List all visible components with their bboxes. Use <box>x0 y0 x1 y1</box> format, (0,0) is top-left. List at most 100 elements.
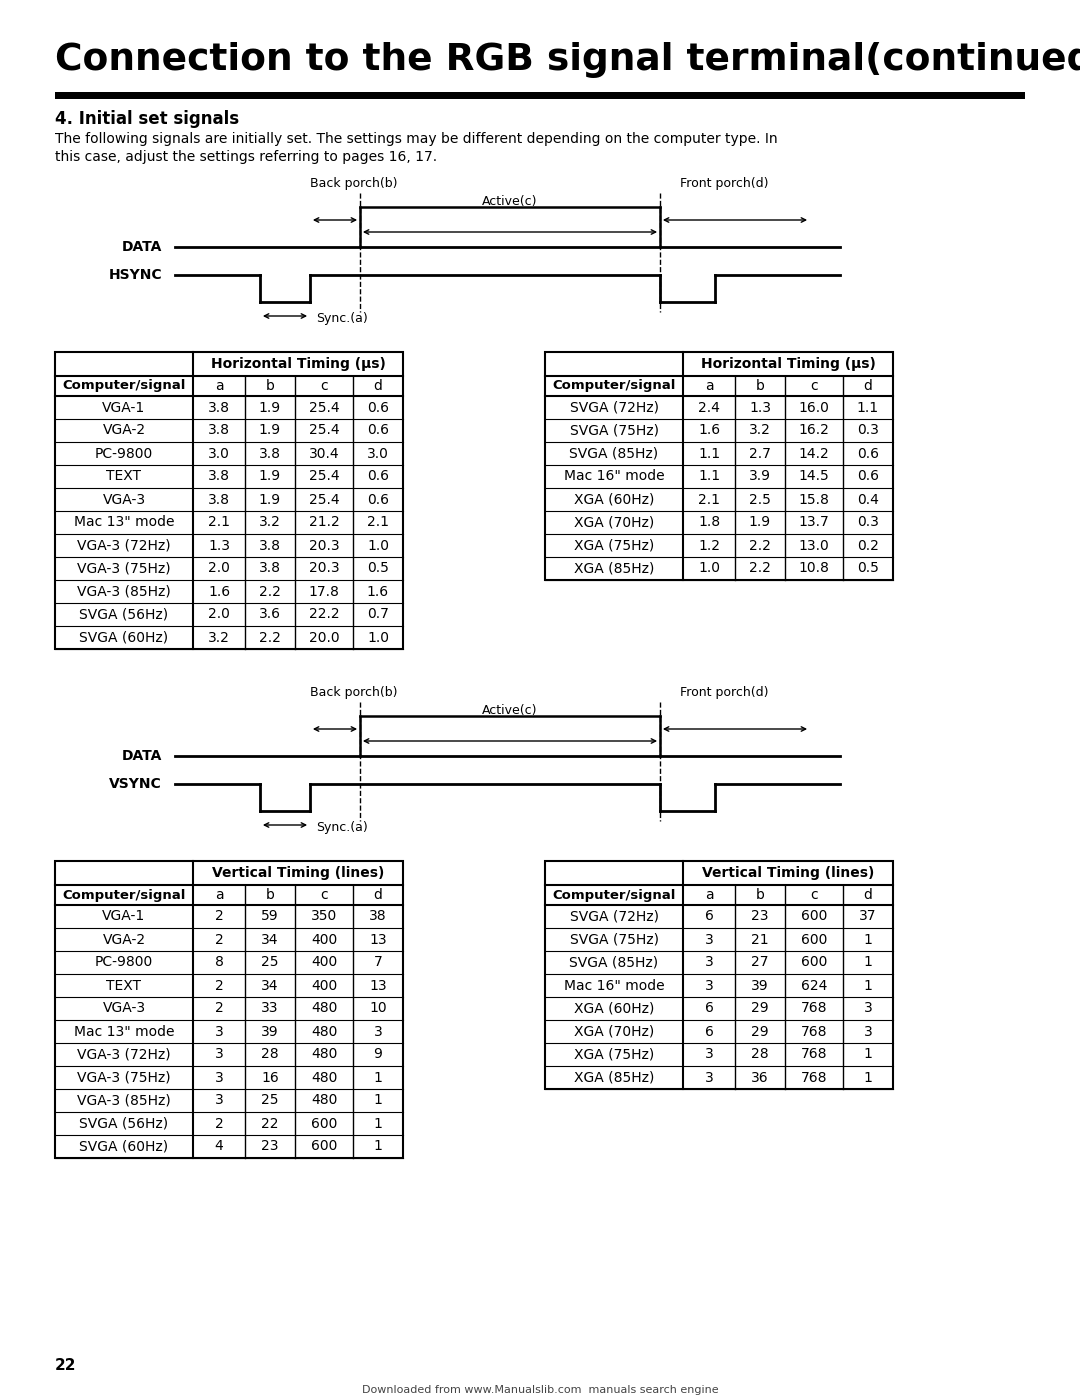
Text: a: a <box>704 379 713 393</box>
Text: SVGA (56Hz): SVGA (56Hz) <box>80 1116 168 1130</box>
Text: 0.6: 0.6 <box>367 423 389 437</box>
Text: PC-9800: PC-9800 <box>95 956 153 970</box>
Text: 3: 3 <box>215 1048 224 1062</box>
Text: d: d <box>864 888 873 902</box>
Text: 2: 2 <box>215 978 224 992</box>
Text: 1: 1 <box>374 1116 382 1130</box>
Text: 1.8: 1.8 <box>698 515 720 529</box>
Text: 14.5: 14.5 <box>798 469 829 483</box>
Text: Computer/signal: Computer/signal <box>63 888 186 901</box>
Text: 0.5: 0.5 <box>858 562 879 576</box>
Text: VGA-3: VGA-3 <box>103 493 146 507</box>
Text: 2.2: 2.2 <box>750 538 771 552</box>
Text: 768: 768 <box>800 1048 827 1062</box>
Text: 3: 3 <box>215 1070 224 1084</box>
Text: 25.4: 25.4 <box>309 401 339 415</box>
Text: 15.8: 15.8 <box>798 493 829 507</box>
Text: d: d <box>374 379 382 393</box>
Text: Sync.(a): Sync.(a) <box>316 821 368 834</box>
Text: 480: 480 <box>311 1002 337 1016</box>
Text: 16.2: 16.2 <box>798 423 829 437</box>
Text: 1: 1 <box>864 1070 873 1084</box>
Text: d: d <box>864 379 873 393</box>
Text: 350: 350 <box>311 909 337 923</box>
Text: 1.6: 1.6 <box>208 584 230 598</box>
Text: 23: 23 <box>752 909 769 923</box>
Text: 1: 1 <box>864 1048 873 1062</box>
Text: 3: 3 <box>704 1048 714 1062</box>
Text: 1.9: 1.9 <box>259 423 281 437</box>
Text: 59: 59 <box>261 909 279 923</box>
Text: TEXT: TEXT <box>107 469 141 483</box>
Text: 2.1: 2.1 <box>367 515 389 529</box>
Text: 0.6: 0.6 <box>367 493 389 507</box>
Text: 1: 1 <box>864 933 873 947</box>
Text: 3.8: 3.8 <box>259 447 281 461</box>
Text: 33: 33 <box>261 1002 279 1016</box>
Text: 3.2: 3.2 <box>259 515 281 529</box>
Text: 21.2: 21.2 <box>309 515 339 529</box>
Text: 20.3: 20.3 <box>309 538 339 552</box>
Text: 0.7: 0.7 <box>367 608 389 622</box>
Text: 1.2: 1.2 <box>698 538 720 552</box>
Text: c: c <box>320 888 328 902</box>
Text: XGA (85Hz): XGA (85Hz) <box>573 562 654 576</box>
Text: 1.3: 1.3 <box>750 401 771 415</box>
Text: 38: 38 <box>369 909 387 923</box>
Text: 3.0: 3.0 <box>208 447 230 461</box>
Text: 400: 400 <box>311 956 337 970</box>
Text: 1: 1 <box>864 978 873 992</box>
Text: 1.3: 1.3 <box>208 538 230 552</box>
Text: 3.2: 3.2 <box>750 423 771 437</box>
Text: 0.3: 0.3 <box>858 423 879 437</box>
Text: 0.6: 0.6 <box>367 401 389 415</box>
Text: 4: 4 <box>215 1140 224 1154</box>
Text: 2.4: 2.4 <box>698 401 720 415</box>
Text: Computer/signal: Computer/signal <box>63 380 186 393</box>
Text: 29: 29 <box>752 1002 769 1016</box>
Text: 3: 3 <box>704 978 714 992</box>
Text: 1.9: 1.9 <box>259 493 281 507</box>
Text: 0.4: 0.4 <box>858 493 879 507</box>
Text: 20.3: 20.3 <box>309 562 339 576</box>
Text: 1.0: 1.0 <box>698 562 720 576</box>
Text: Downloaded from www.Manualslib.com  manuals search engine: Downloaded from www.Manualslib.com manua… <box>362 1384 718 1396</box>
Text: Back porch(b): Back porch(b) <box>310 177 397 190</box>
Text: 6: 6 <box>704 1002 714 1016</box>
Text: VGA-3 (72Hz): VGA-3 (72Hz) <box>77 538 171 552</box>
Text: 3.8: 3.8 <box>208 401 230 415</box>
Text: 624: 624 <box>800 978 827 992</box>
Text: c: c <box>320 379 328 393</box>
Bar <box>55 352 403 650</box>
Text: 23: 23 <box>261 1140 279 1154</box>
Text: 0.6: 0.6 <box>858 447 879 461</box>
Text: XGA (60Hz): XGA (60Hz) <box>573 493 654 507</box>
Text: a: a <box>704 888 713 902</box>
Text: 3.6: 3.6 <box>259 608 281 622</box>
Text: Horizontal Timing (µs): Horizontal Timing (µs) <box>701 358 876 372</box>
Text: 13.7: 13.7 <box>798 515 829 529</box>
Text: 22.2: 22.2 <box>309 608 339 622</box>
Text: XGA (70Hz): XGA (70Hz) <box>573 515 654 529</box>
Text: 2.2: 2.2 <box>750 562 771 576</box>
Text: 39: 39 <box>261 1024 279 1038</box>
Text: 1.9: 1.9 <box>259 401 281 415</box>
Text: Mac 13" mode: Mac 13" mode <box>73 515 174 529</box>
Text: 25.4: 25.4 <box>309 469 339 483</box>
Text: 34: 34 <box>261 978 279 992</box>
Text: 3: 3 <box>215 1024 224 1038</box>
Text: 1.0: 1.0 <box>367 630 389 644</box>
Text: 1: 1 <box>374 1140 382 1154</box>
Bar <box>545 352 893 580</box>
Text: 30.4: 30.4 <box>309 447 339 461</box>
Text: 400: 400 <box>311 978 337 992</box>
Text: The following signals are initially set. The settings may be different depending: The following signals are initially set.… <box>55 131 778 147</box>
Text: 7: 7 <box>374 956 382 970</box>
Text: 14.2: 14.2 <box>798 447 829 461</box>
Text: VGA-3 (75Hz): VGA-3 (75Hz) <box>77 562 171 576</box>
Text: 27: 27 <box>752 956 769 970</box>
Text: 480: 480 <box>311 1094 337 1108</box>
Text: SVGA (72Hz): SVGA (72Hz) <box>569 401 659 415</box>
Text: Mac 16" mode: Mac 16" mode <box>564 469 664 483</box>
Text: d: d <box>374 888 382 902</box>
